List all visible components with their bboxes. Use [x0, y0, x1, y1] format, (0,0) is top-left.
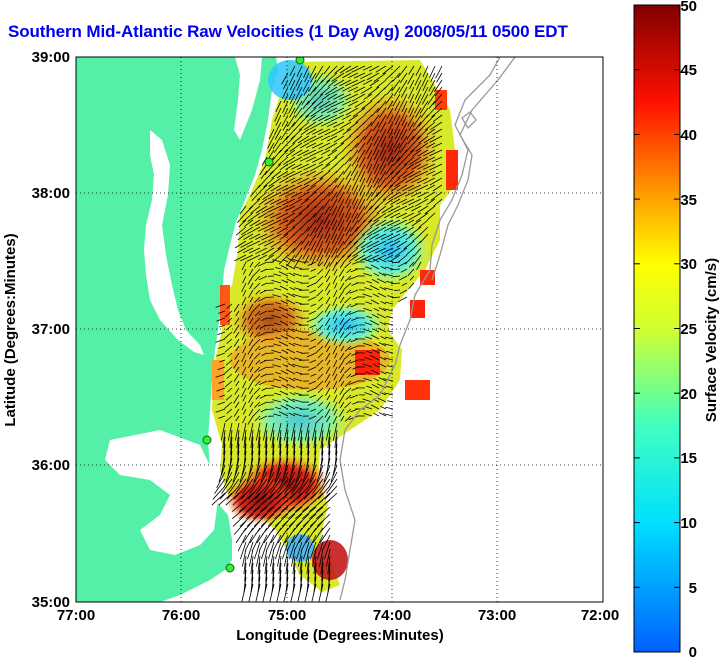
- y-tick: 35:00: [32, 594, 70, 611]
- chesapeake-bay: [144, 130, 204, 355]
- pamlico-sound: [105, 430, 218, 555]
- colorbar-tick: 30: [680, 256, 697, 273]
- x-tick: 75:00: [268, 607, 306, 624]
- station-marker: [202, 435, 212, 445]
- x-axis-label: Longitude (Degrees:Minutes): [236, 627, 444, 644]
- grid-lines: [76, 57, 603, 602]
- x-tick: 74:00: [373, 607, 411, 624]
- map-plot-area: [75, 56, 604, 603]
- colorbar-tick: 40: [680, 127, 697, 144]
- colorbar-tick: 50: [680, 0, 697, 15]
- colorbar: 50 45 40 35 30 25 20 15 10 5 0 Surface V…: [633, 0, 720, 659]
- colorbar-tick: 15: [680, 450, 697, 467]
- colorbar-tick: 10: [680, 515, 697, 532]
- bathymetry-contours: [339, 57, 516, 601]
- x-tick: 73:00: [478, 607, 516, 624]
- delaware-bay: [234, 57, 262, 140]
- colorbar-tick: 0: [689, 644, 697, 659]
- y-axis-label: Latitude (Degrees:Minutes): [2, 233, 19, 426]
- x-tick: 76:00: [162, 607, 200, 624]
- colorbar-tick: 45: [680, 62, 697, 79]
- radar-stations: [202, 57, 305, 573]
- plot-frame: [75, 56, 604, 603]
- colorbar-label: Surface Velocity (cm/s): [703, 258, 720, 422]
- station-marker: [225, 563, 235, 573]
- colorbar-tick: 35: [680, 192, 697, 209]
- colorbar-tick: 20: [680, 386, 697, 403]
- y-tick: 37:00: [32, 321, 70, 338]
- colorbar-gradient: [633, 4, 681, 653]
- x-tick: 72:00: [581, 607, 619, 624]
- y-tick-labels: 39:00 38:00 37:00 36:00 35:00: [32, 49, 70, 611]
- x-tick-labels: 77:00 76:00 75:00 74:00 73:00 72:00: [57, 607, 619, 624]
- y-tick: 38:00: [32, 185, 70, 202]
- map-title: Southern Mid-Atlantic Raw Velocities (1 …: [8, 22, 568, 41]
- y-tick: 39:00: [32, 49, 70, 66]
- velocity-vectors: [211, 65, 443, 602]
- station-marker: [295, 57, 305, 65]
- colorbar-tick: 5: [689, 580, 697, 597]
- colorbar-tick: 25: [680, 321, 697, 338]
- y-tick: 36:00: [32, 457, 70, 474]
- vector-arrows: [211, 65, 443, 602]
- colorbar-ticks: [634, 69, 680, 588]
- x-tick: 77:00: [57, 607, 95, 624]
- station-marker: [264, 157, 274, 167]
